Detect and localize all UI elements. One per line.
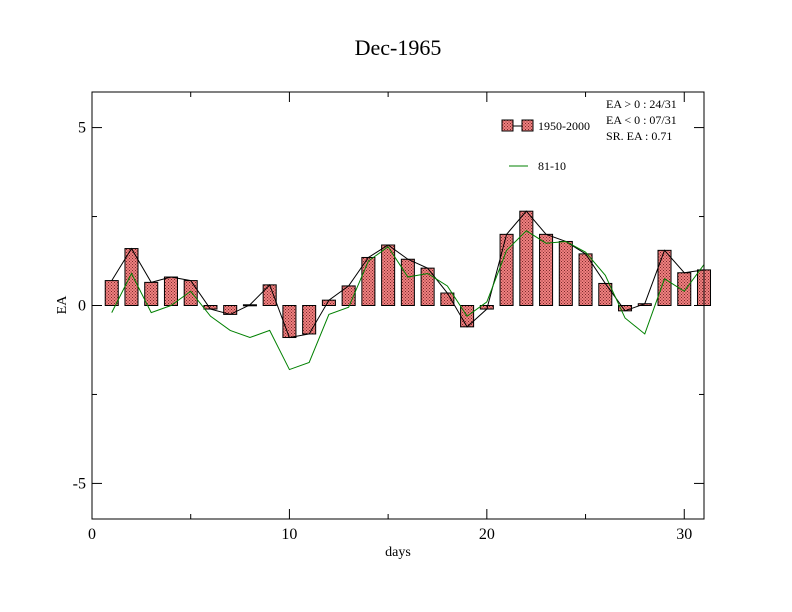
bar-day-30 bbox=[677, 272, 692, 307]
y-tick-label-5: 5 bbox=[78, 120, 86, 137]
bar-day-11 bbox=[302, 305, 317, 335]
bar-day-5 bbox=[183, 280, 198, 307]
bar-day-23 bbox=[539, 233, 554, 306]
bar-day-25 bbox=[578, 253, 593, 306]
bar-day-3 bbox=[144, 281, 159, 306]
bar-day-22 bbox=[519, 210, 534, 306]
legend-label-1950-2000: 1950-2000 bbox=[538, 119, 590, 133]
bar-day-21 bbox=[499, 233, 514, 306]
y-tick-label--5: -5 bbox=[73, 475, 86, 492]
stat-1950-2000-sr: SR. EA : 0.71 bbox=[606, 129, 672, 143]
y-tick-label-0: 0 bbox=[78, 298, 86, 315]
bars-layer bbox=[104, 210, 712, 339]
ticks-layer: 0 10 20 30 -5 0 5 bbox=[73, 92, 704, 543]
x-axis-label: days bbox=[385, 545, 411, 560]
bar-day-26 bbox=[598, 282, 613, 306]
bar-day-24 bbox=[558, 240, 573, 306]
bar-day-16 bbox=[400, 258, 415, 307]
x-tick-label-0: 0 bbox=[88, 526, 96, 543]
stat-1950-2000-negative: EA < 0 : 07/31 bbox=[606, 113, 677, 127]
stat-1950-2000-positive: EA > 0 : 24/31 bbox=[606, 97, 677, 111]
bar-day-18 bbox=[440, 292, 455, 307]
legend: 1950-2000 EA > 0 : 24/31 EA < 0 : 07/31 … bbox=[501, 97, 677, 173]
legend-swatch-1950-2000 bbox=[501, 119, 534, 132]
legend-label-81-10: 81-10 bbox=[538, 159, 566, 173]
bar-day-4 bbox=[163, 276, 178, 306]
bar-day-29 bbox=[657, 249, 672, 307]
bar-day-9 bbox=[262, 284, 277, 306]
x-tick-label-20: 20 bbox=[479, 526, 495, 543]
lines-layer bbox=[111, 210, 705, 371]
bar-day-10 bbox=[282, 305, 297, 339]
y-axis-label: EA bbox=[55, 295, 70, 315]
bar-day-1 bbox=[104, 280, 119, 307]
x-tick-label-30: 30 bbox=[676, 526, 692, 543]
series-line-1950-2000 bbox=[111, 210, 705, 339]
chart-title: Dec-1965 bbox=[355, 35, 442, 60]
series-line-81-10 bbox=[111, 230, 705, 371]
x-tick-label-10: 10 bbox=[281, 526, 297, 543]
